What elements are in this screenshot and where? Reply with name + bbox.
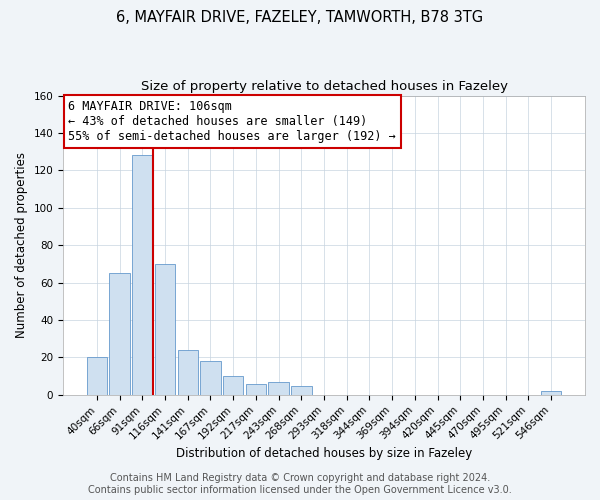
Bar <box>268 382 289 395</box>
Bar <box>291 386 311 395</box>
Bar <box>87 358 107 395</box>
Bar <box>178 350 198 395</box>
Y-axis label: Number of detached properties: Number of detached properties <box>15 152 28 338</box>
Bar <box>132 156 152 395</box>
Bar <box>200 361 221 395</box>
Bar <box>541 391 561 395</box>
Bar <box>223 376 244 395</box>
Bar <box>109 274 130 395</box>
Text: 6, MAYFAIR DRIVE, FAZELEY, TAMWORTH, B78 3TG: 6, MAYFAIR DRIVE, FAZELEY, TAMWORTH, B78… <box>116 10 484 25</box>
Title: Size of property relative to detached houses in Fazeley: Size of property relative to detached ho… <box>140 80 508 93</box>
Text: 6 MAYFAIR DRIVE: 106sqm
← 43% of detached houses are smaller (149)
55% of semi-d: 6 MAYFAIR DRIVE: 106sqm ← 43% of detache… <box>68 100 396 143</box>
Text: Contains HM Land Registry data © Crown copyright and database right 2024.
Contai: Contains HM Land Registry data © Crown c… <box>88 474 512 495</box>
Bar <box>245 384 266 395</box>
X-axis label: Distribution of detached houses by size in Fazeley: Distribution of detached houses by size … <box>176 447 472 460</box>
Bar <box>155 264 175 395</box>
